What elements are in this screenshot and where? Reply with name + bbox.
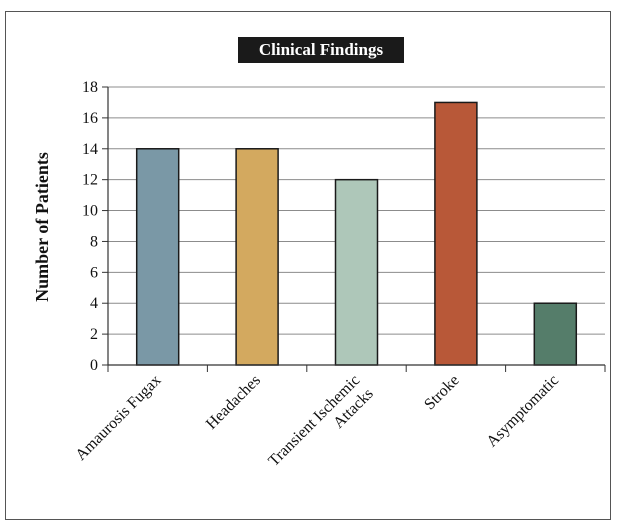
x-tick-label: Asymptomatic — [483, 372, 562, 451]
y-tick-label: 12 — [82, 172, 98, 189]
bar-asymptomatic — [533, 302, 578, 366]
y-tick-label: 4 — [90, 295, 98, 312]
x-tick-label: Amaurosis Fugax — [72, 372, 164, 464]
x-tick-label: Stroke — [421, 372, 463, 414]
bar-amaurosis-fugax — [135, 148, 180, 366]
chart-frame — [5, 11, 611, 520]
y-tick-label: 16 — [82, 110, 98, 127]
y-tick-label: 8 — [90, 233, 98, 250]
bar-headaches — [235, 148, 279, 366]
y-axis-title: Number of Patients — [32, 152, 52, 302]
y-tick-label: 0 — [90, 357, 98, 374]
y-tick-label: 14 — [82, 141, 98, 158]
y-tick-labels: 0 2 4 6 8 10 12 14 16 18 — [82, 79, 98, 374]
x-tick-label: Headaches — [203, 372, 264, 433]
y-tick-label: 6 — [90, 264, 98, 281]
bar-stroke — [434, 101, 478, 366]
y-tick-label: 18 — [82, 79, 98, 96]
x-tick-label: Transient IschemicAttacks — [265, 372, 376, 483]
y-tick-label: 2 — [90, 326, 98, 343]
chart-title: Clinical Findings — [238, 37, 404, 63]
bar-transient-ischemic-attacks — [334, 178, 379, 366]
x-tick-labels: Amaurosis Fugax Headaches Transient Ischem… — [72, 372, 562, 483]
bars — [135, 101, 578, 366]
y-tick-label: 10 — [82, 203, 98, 220]
axes — [107, 87, 606, 372]
